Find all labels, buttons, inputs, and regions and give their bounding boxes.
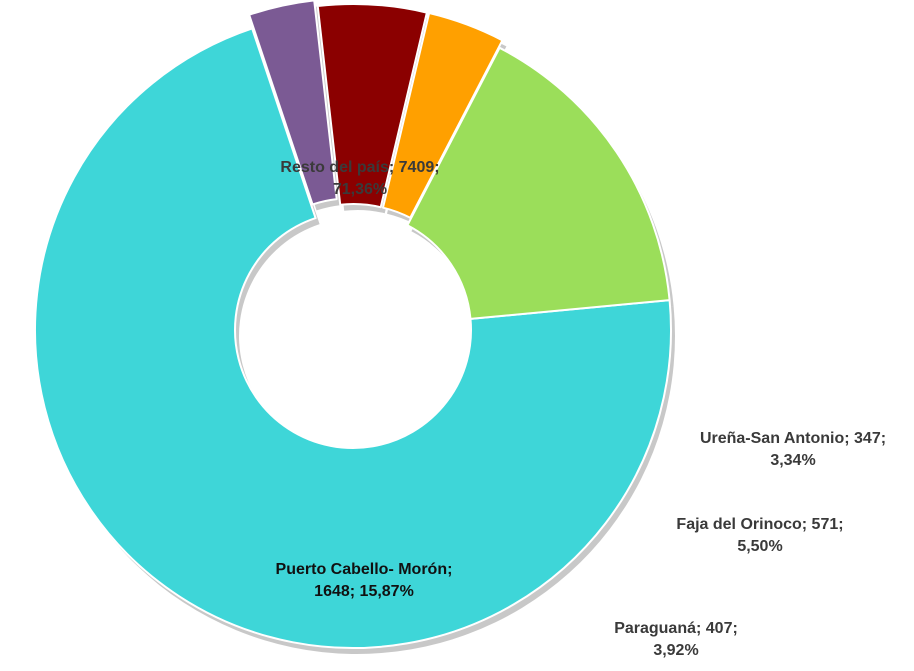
chart-labels: Resto del país; 7409; 71,36% Ureña-San Ant… (276, 159, 886, 659)
slice-label: Ureña-San Antonio; 347; 3,34% (700, 430, 886, 469)
pie-slice-resto-del-pa-s (34, 27, 673, 649)
slice-label-line: 5,50% (737, 538, 782, 555)
slice-label-line: Ureña-San Antonio; 347; (700, 430, 886, 447)
slice-label-line: Paraguaná; 407; (614, 620, 738, 637)
slice-label: Faja del Orinoco; 571; 5,50% (676, 516, 843, 555)
pie-slice-ure-a-san-antonio (248, 0, 338, 206)
slice-label: Resto del país; 7409; 71,36% (280, 159, 439, 198)
slice-label-line: 71,36% (333, 181, 387, 198)
slice-label: Paraguaná; 407; 3,92% (614, 620, 738, 659)
slice-label-line: Puerto Cabello- Morón; (276, 561, 453, 578)
slice-label-line: Resto del país; 7409; (280, 159, 439, 176)
slice-label: Puerto Cabello- Morón; 1648; 15,87% (276, 561, 453, 600)
slice-label-line: 1648; 15,87% (314, 583, 414, 600)
slice-label-line: 3,92% (653, 642, 698, 659)
pie-slice-faja-del-orinoco (316, 3, 428, 209)
pie-slice-paraguan (382, 12, 504, 219)
slice-label-line: 3,34% (770, 452, 815, 469)
pie-slice-puerto-cabello-mor-n (406, 46, 671, 320)
slice-label-line: Faja del Orinoco; 571; (676, 516, 843, 533)
chart-slices (34, 0, 673, 649)
